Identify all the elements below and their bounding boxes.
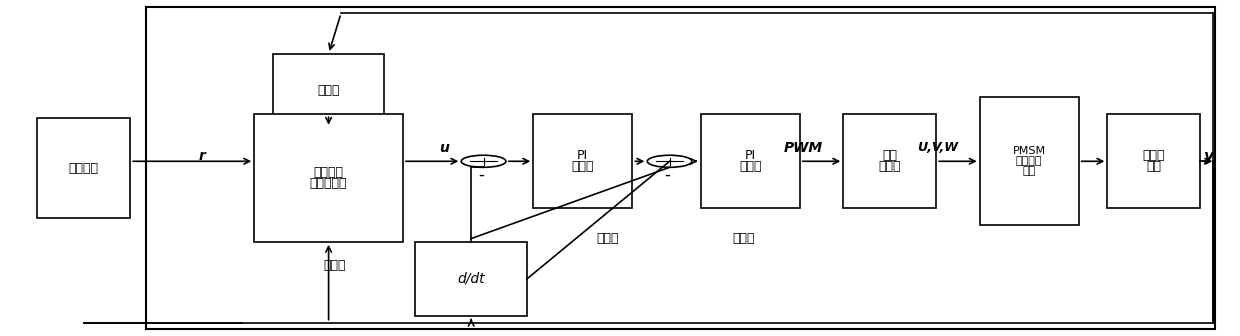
Bar xyxy=(415,242,527,316)
Text: PI: PI xyxy=(745,149,755,162)
Text: PWM: PWM xyxy=(784,141,823,155)
Bar xyxy=(701,114,800,208)
Bar xyxy=(843,114,936,208)
Text: y: y xyxy=(1204,149,1214,164)
Bar xyxy=(533,114,632,208)
Text: r: r xyxy=(198,149,206,163)
Text: 功率: 功率 xyxy=(882,149,898,162)
Text: 重复控制器: 重复控制器 xyxy=(310,177,347,190)
Text: 驱动器: 驱动器 xyxy=(878,160,901,173)
Text: 速度环: 速度环 xyxy=(596,232,619,245)
Text: 控制器: 控制器 xyxy=(572,160,594,173)
Text: 存储器: 存储器 xyxy=(317,84,340,97)
Bar xyxy=(273,54,384,128)
Text: 控制器: 控制器 xyxy=(739,160,761,173)
Text: d/dt: d/dt xyxy=(458,272,485,286)
Bar xyxy=(1107,114,1200,208)
Text: PI: PI xyxy=(578,149,588,162)
Bar xyxy=(980,97,1079,225)
Bar xyxy=(254,114,403,242)
Text: 位置环: 位置环 xyxy=(324,259,346,272)
Text: U,V,W: U,V,W xyxy=(916,141,959,154)
Text: 光电编: 光电编 xyxy=(1142,149,1166,162)
Bar xyxy=(146,7,1215,329)
Text: 幂次吸引: 幂次吸引 xyxy=(314,166,343,179)
Text: 给定模块: 给定模块 xyxy=(68,162,99,174)
Circle shape xyxy=(647,155,692,167)
Text: 永磁同步: 永磁同步 xyxy=(1016,156,1043,166)
Circle shape xyxy=(461,155,506,167)
Text: 电机: 电机 xyxy=(1023,166,1035,176)
Bar xyxy=(37,118,130,218)
Text: PMSM: PMSM xyxy=(1013,146,1045,156)
Text: 电流环: 电流环 xyxy=(733,232,755,245)
Text: -: - xyxy=(479,166,484,184)
Text: -: - xyxy=(665,166,670,184)
Text: 码器: 码器 xyxy=(1146,160,1162,173)
Text: u: u xyxy=(439,141,449,155)
